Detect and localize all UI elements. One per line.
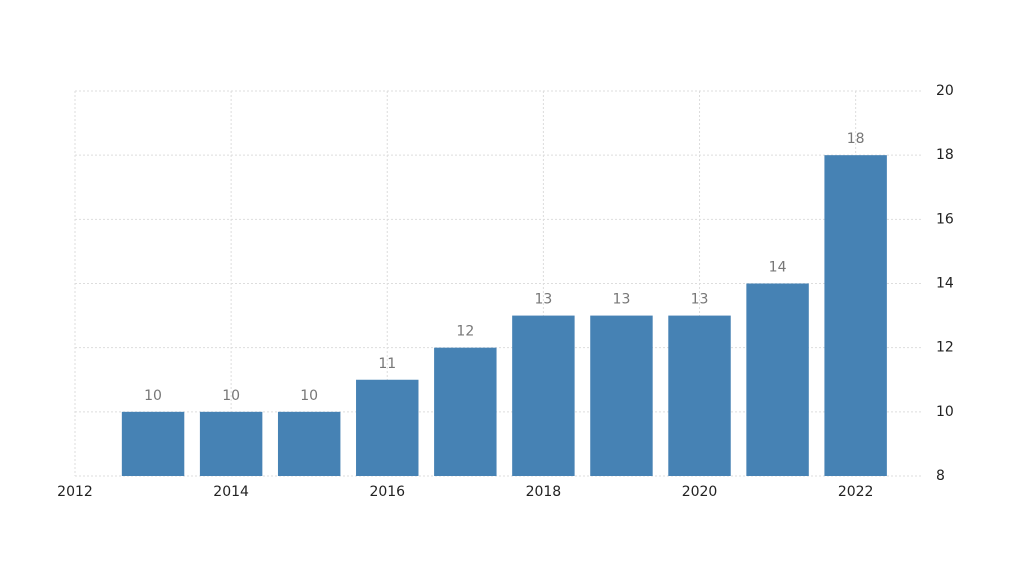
- bar: [356, 379, 419, 476]
- data-label: 10: [222, 388, 240, 404]
- y-tick-label: 18: [936, 147, 954, 163]
- data-label: 13: [534, 292, 552, 308]
- x-tick-label: 2018: [526, 484, 562, 500]
- bar: [277, 411, 341, 476]
- data-label: 14: [769, 260, 787, 276]
- bar: [824, 155, 887, 476]
- y-tick-label: 8: [936, 468, 945, 484]
- x-tick-label: 2016: [369, 484, 405, 500]
- data-label: 10: [144, 388, 162, 404]
- bar: [434, 347, 497, 476]
- x-tick-label: 2014: [213, 484, 249, 500]
- data-label: 13: [613, 292, 631, 308]
- y-tick-label: 10: [936, 404, 954, 420]
- x-tick-label: 2020: [682, 484, 718, 500]
- data-label: 11: [378, 356, 396, 372]
- bar: [668, 315, 731, 476]
- bar: [121, 411, 185, 476]
- x-tick-label: 2012: [57, 484, 93, 500]
- x-tick-label: 2022: [838, 484, 874, 500]
- data-label: 12: [456, 324, 474, 340]
- data-label: 13: [691, 292, 709, 308]
- bar: [512, 315, 575, 476]
- y-tick-label: 14: [936, 276, 954, 292]
- bar: [199, 411, 263, 476]
- data-label: 10: [300, 388, 318, 404]
- y-tick-label: 16: [936, 211, 954, 227]
- y-tick-label: 20: [936, 83, 954, 99]
- bar: [746, 283, 809, 476]
- y-tick-label: 12: [936, 340, 954, 356]
- data-label: 18: [847, 131, 865, 147]
- bar: [590, 315, 653, 476]
